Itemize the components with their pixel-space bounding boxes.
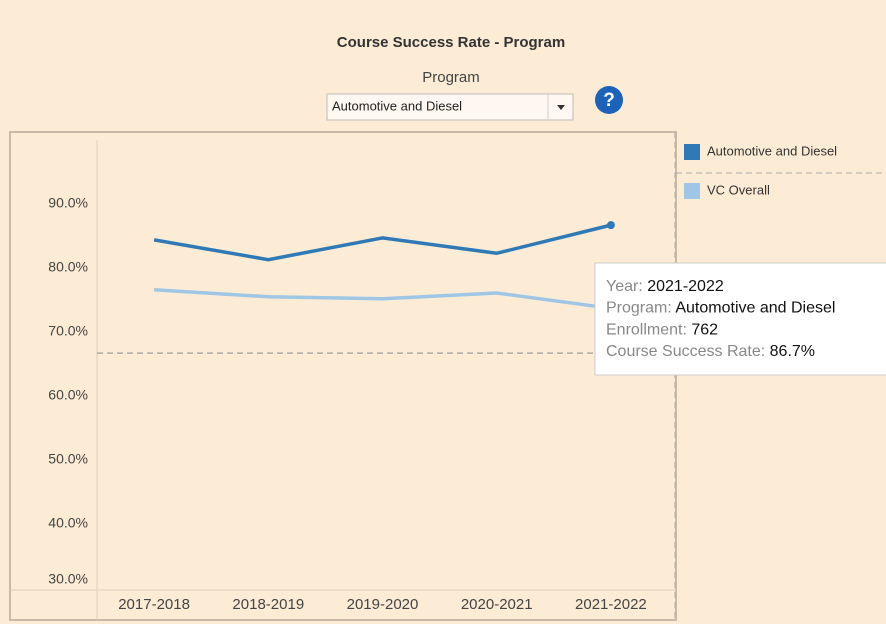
y-tick-label: 90.0% <box>48 195 88 211</box>
series-line <box>153 288 612 311</box>
chart-frame <box>9 131 677 621</box>
x-tick-label: 2020-2021 <box>461 596 533 613</box>
help-mark[interactable]: ? <box>603 90 615 111</box>
legend-swatch <box>684 183 700 199</box>
legend-swatch <box>684 144 700 160</box>
y-tick-label: 60.0% <box>48 387 88 403</box>
x-tick-label: 2018-2019 <box>232 596 304 613</box>
x-tick-label: 2019-2020 <box>347 596 419 613</box>
help-circle[interactable] <box>595 86 623 114</box>
x-tick-label: 2021-2022 <box>575 596 647 613</box>
tooltip-label: Course Success Rate: <box>606 343 765 360</box>
plot: 30.0% 40.0% 50.0% 60.0% 70.0% 80.0% 90.0% 2017-… <box>48 143 837 613</box>
tooltip-line: Year: 2021-2022 <box>606 278 724 295</box>
help-icon[interactable]: ? <box>595 86 623 114</box>
series-line <box>153 223 612 262</box>
dropdown-box[interactable] <box>326 93 574 121</box>
y-tick-label: 50.0% <box>48 451 88 467</box>
y-tick-label: 30.0% <box>48 571 88 587</box>
tooltip-value: 762 <box>691 322 718 339</box>
tooltip-line: Program: Automotive and Diesel <box>606 300 835 317</box>
filter-label: Program <box>422 69 480 86</box>
tooltip-box <box>594 262 886 376</box>
tooltip-value: 2021-2022 <box>647 278 724 295</box>
tooltip-line: Course Success Rate: 86.7% <box>606 343 815 360</box>
legend-label: Automotive and Diesel <box>707 143 837 158</box>
chart-title: Course Success Rate - Program <box>337 34 565 51</box>
dropdown-arrow[interactable] <box>557 105 565 110</box>
dropdown[interactable]: Automotive and Diesel <box>326 93 574 121</box>
x-tick-label: 2017-2018 <box>118 596 190 613</box>
tooltip-value: Automotive and Diesel <box>675 300 835 317</box>
y-tick-label: 40.0% <box>48 515 88 531</box>
dropdown-value[interactable]: Automotive and Diesel <box>332 98 462 113</box>
y-tick-label: 70.0% <box>48 323 88 339</box>
tooltip-line: Enrollment: 762 <box>606 322 718 339</box>
highlight-point <box>606 221 615 230</box>
tooltip-label: Program: <box>606 300 672 317</box>
tooltip-label: Enrollment: <box>606 322 687 339</box>
legend-label: VC Overall <box>707 182 770 197</box>
tooltip: Year: 2021-2022 Program: Automotive and D… <box>594 262 886 376</box>
tooltip-label: Year: <box>606 278 643 295</box>
y-tick-label: 80.0% <box>48 259 88 275</box>
tooltip-value: 86.7% <box>770 343 815 360</box>
